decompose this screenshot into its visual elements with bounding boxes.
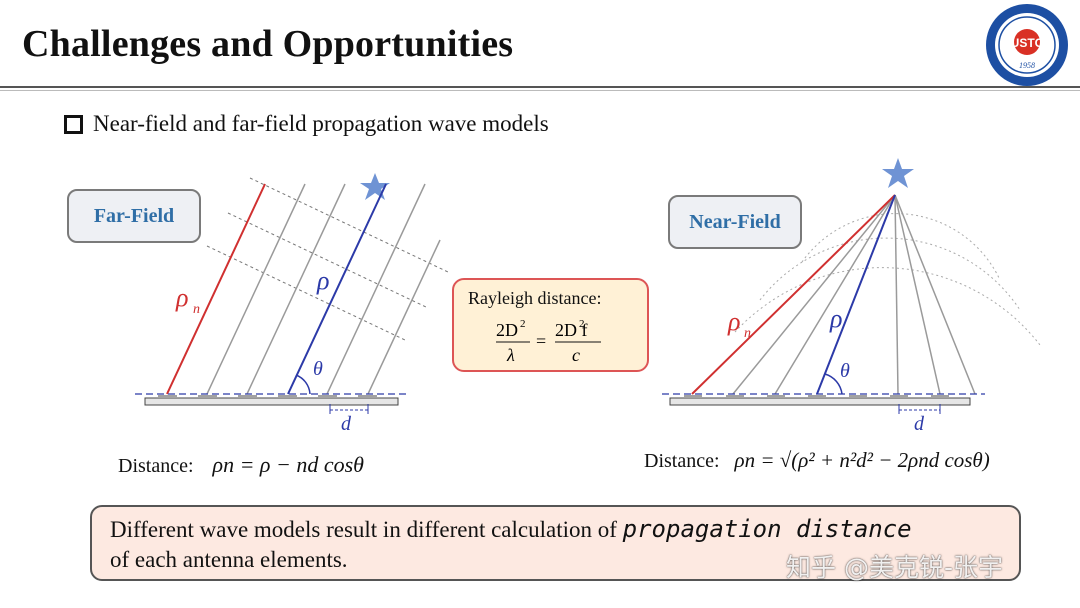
far-rho-symbol: ρ: [316, 266, 329, 295]
rayleigh-den1: λ: [506, 345, 515, 365]
logo-text: USTC: [1011, 36, 1044, 50]
near-d-symbol: d: [914, 413, 925, 435]
summary-line-1: Different wave models result in differen…: [110, 515, 912, 543]
far-field-label: Far-Field: [67, 189, 201, 243]
rayleigh-den2: c: [572, 345, 580, 365]
far-array-substrate: [144, 397, 399, 406]
far-distance-prefix: Distance:: [118, 455, 194, 477]
far-field-diagram: ρ n ρ θ d: [135, 173, 449, 435]
far-theta-arc: [295, 374, 311, 395]
university-logo: USTC 1958: [986, 4, 1068, 86]
near-array-substrate: [669, 397, 971, 406]
near-theta-arc: [824, 373, 843, 395]
far-theta-symbol: θ: [313, 358, 323, 380]
rayleigh-exp1: 2: [520, 318, 526, 330]
title-divider-thin: [0, 90, 1080, 91]
near-field-diagram: ρ n ρ θ d: [662, 158, 1041, 435]
summary-text-1: Different wave models result in differen…: [110, 517, 623, 542]
near-rho-n-symbol: ρ: [727, 307, 740, 336]
svg-text:=: =: [536, 331, 546, 351]
watermark: 知乎 @美克锐-张宇: [786, 553, 1003, 582]
bullet-item: Near-field and far-field propagation wav…: [64, 111, 549, 137]
far-rho-n-ray: [166, 183, 266, 395]
logo-year: 1958: [1019, 61, 1035, 70]
near-rho-n-subscript: n: [744, 326, 751, 341]
bullet-square-icon: [64, 114, 83, 134]
far-wavefronts: [206, 177, 449, 341]
summary-box: Different wave models result in differen…: [90, 505, 1021, 581]
rayleigh-num1: 2D: [496, 320, 518, 340]
near-rho-symbol: ρ: [829, 304, 842, 333]
near-rho-n-ray: [691, 194, 896, 395]
near-rays: [732, 194, 976, 395]
rayleigh-num2: 2D f: [555, 320, 588, 340]
summary-emphasis: propagation distance: [622, 515, 912, 543]
near-source-star-icon: [882, 158, 914, 188]
far-rho-n-subscript: n: [193, 302, 200, 317]
near-d-marker: [898, 404, 941, 414]
far-d-marker: [329, 404, 369, 414]
title-divider: [0, 86, 1080, 88]
far-distance-equation: Distance: ρn = ρ − nd cosθ: [118, 452, 364, 478]
rayleigh-formula: 2D 2 λ = 2D f 2 c: [496, 318, 601, 365]
near-distance-prefix: Distance:: [644, 450, 720, 472]
far-d-symbol: d: [341, 413, 352, 435]
bullet-text: Near-field and far-field propagation wav…: [93, 111, 549, 136]
near-theta-symbol: θ: [840, 360, 850, 382]
far-distance-formula: ρn = ρ − nd cosθ: [212, 452, 364, 477]
near-wavefronts: [734, 213, 1041, 346]
near-rho-ray: [816, 194, 896, 395]
near-distance-equation: Distance: ρn = √(ρ² + n²d² − 2ρnd cosθ): [644, 448, 990, 473]
near-field-label: Near-Field: [668, 195, 802, 249]
summary-line-2: of each antenna elements.: [110, 547, 348, 572]
far-rho-ray: [287, 183, 387, 395]
page-title: Challenges and Opportunities: [22, 23, 514, 65]
far-rho-n-symbol: ρ: [175, 283, 188, 312]
rayleigh-box: Rayleigh distance: 2D 2 λ = 2D f 2 c: [452, 278, 649, 372]
rayleigh-exp2: 2: [579, 318, 585, 330]
far-rays: [206, 183, 441, 395]
near-distance-formula: ρn = √(ρ² + n²d² − 2ρnd cosθ): [734, 448, 990, 472]
rayleigh-label: Rayleigh distance:: [468, 288, 602, 308]
